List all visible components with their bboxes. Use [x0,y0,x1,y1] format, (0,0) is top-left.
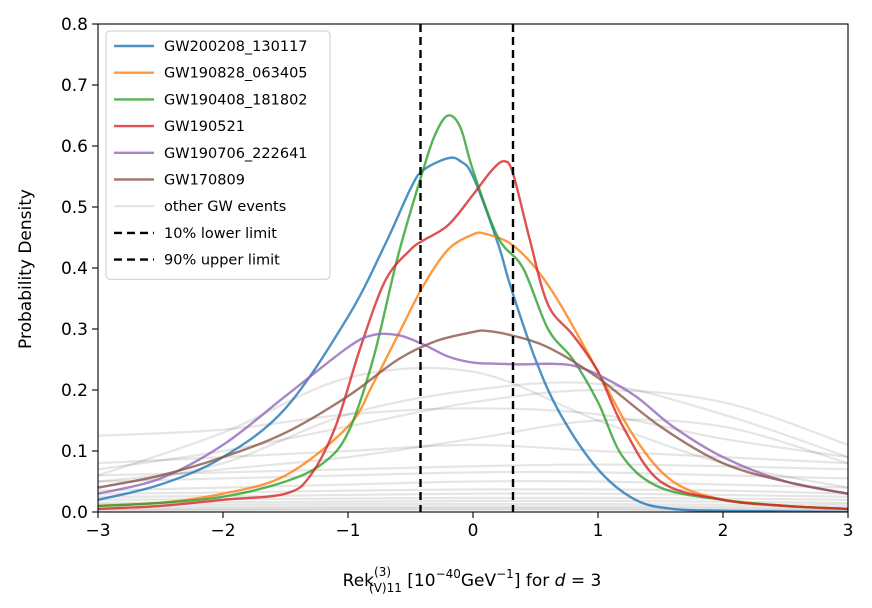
x-tick-label: 3 [843,521,854,541]
x-axis-label-equals: = 3 [565,571,601,591]
legend-label: 10% lower limit [164,226,277,242]
legend-label: 90% upper limit [164,253,280,269]
background-event-line [98,470,848,483]
y-tick-label: 0.5 [61,198,88,218]
y-tick-label: 0.4 [61,259,88,279]
x-axis-label-main: Rek [343,571,375,591]
x-tick-label: −1 [335,521,360,541]
x-tick-label: −2 [210,521,235,541]
background-event-line [98,499,848,504]
x-axis-label-close: ] for [514,571,555,591]
legend: GW200208_130117 GW190828_063405 GW190408_1… [105,30,331,280]
legend-label: GW190521 [164,119,245,135]
legend-label: GW190706_222641 [164,146,308,162]
x-tick-label: −3 [85,521,110,541]
plot-area [98,24,848,512]
x-axis-label: Rek(3) (V)11 [10−40GeV−1] for d = 3 [343,565,602,595]
background-event-line [98,505,848,509]
background-event-line [98,407,848,459]
legend-label: other GW events [164,199,286,215]
y-tick-label: 0.7 [61,76,88,96]
y-tick-label: 0.6 [61,137,88,157]
y-tick-label: 0.0 [61,503,88,523]
x-axis-label-exp2: −1 [496,567,514,581]
background-event-line [98,381,848,489]
series-line-gw170809 [98,329,848,495]
legend-box [105,30,331,280]
legend-label: GW190408_181802 [164,92,308,108]
x-axis-label-exp: −40 [436,567,461,581]
x-tick-label: 1 [593,521,604,541]
series-line-gw200208_130117 [98,156,848,512]
background-event-line [98,463,848,477]
x-tick-label: 0 [468,521,479,541]
x-tick-label: 2 [718,521,729,541]
y-tick-label: 0.3 [61,320,88,340]
series-line-gw190706_222641 [98,332,848,495]
background-event-line [98,418,848,483]
background-event-line [98,507,848,511]
series-line-gw190828_063405 [98,231,848,511]
y-tick-label: 0.8 [61,15,88,35]
y-axis-label: Probability Density [16,189,36,349]
background-event-line [98,502,848,506]
background-event-line [98,388,848,471]
x-axis-label-unit: GeV [461,571,497,591]
series-line-gw190521 [98,160,848,511]
y-tick-label: 0.2 [61,381,88,401]
x-axis-label-sub: (V)11 [369,581,402,595]
x-axis-label-var: d [555,571,566,591]
x-axis-label-sup: (3) [374,565,391,579]
legend-label: GW190828_063405 [164,66,308,82]
legend-label: GW200208_130117 [164,39,308,55]
background-event-line [98,480,848,492]
axes: −3 −2 −1 0 1 2 3 0.0 0.1 0.2 0.3 0.4 0.5 0.6 0.7 0.8 [61,15,853,541]
legend-label: GW170809 [164,173,245,189]
x-axis-label-bracket: [10 [402,571,436,591]
y-tick-label: 0.1 [61,442,88,462]
